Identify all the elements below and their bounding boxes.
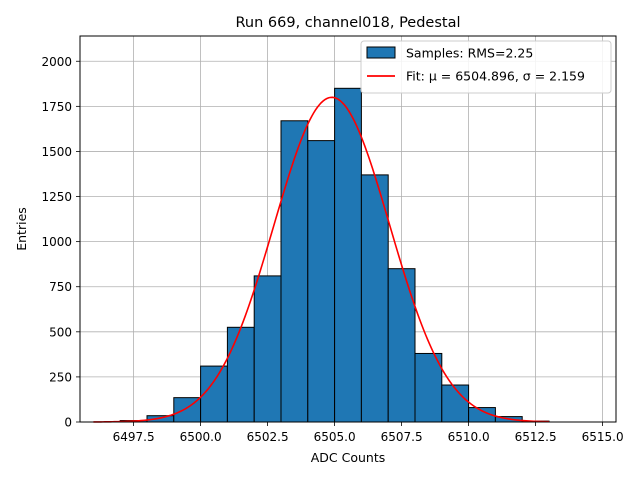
legend-histogram-label: Samples: RMS=2.25 (406, 46, 533, 61)
x-tick-label: 6512.5 (515, 430, 557, 444)
axes-frame (79, 35, 617, 423)
x-tick-label: 6515.0 (582, 430, 624, 444)
chart-title: Run 669, channel018, Pedestal (235, 15, 460, 31)
y-tick-label: 750 (49, 280, 72, 294)
legend: Samples: RMS=2.25 Fit: μ = 6504.896, σ =… (360, 40, 612, 94)
legend-histogram-swatch (366, 46, 396, 59)
x-axis-label: ADC Counts (311, 450, 386, 465)
histogram-bar (414, 352, 443, 423)
histogram-bar (200, 365, 228, 423)
histogram-bar (226, 326, 255, 423)
y-tick-label: 2000 (41, 55, 72, 69)
fit-curve (93, 96, 550, 423)
histogram-bar (441, 384, 470, 423)
histogram-bar (387, 268, 416, 423)
y-tick-label: 1000 (41, 235, 72, 249)
y-tick-label: 1750 (41, 100, 72, 114)
histogram-bar (280, 120, 309, 423)
x-tick-label: 6500.0 (180, 430, 222, 444)
x-tick-label: 6497.5 (113, 430, 155, 444)
y-tick-label: 1250 (41, 190, 72, 204)
histogram-bar (307, 140, 336, 423)
y-axis-ticks: 0 250 500 750 1000 1250 1500 1750 2000 (41, 55, 80, 430)
histogram-bar (253, 275, 282, 423)
legend-fit-label: Fit: μ = 6504.896, σ = 2.159 (406, 69, 585, 84)
x-tick-label: 6505.0 (314, 430, 356, 444)
y-tick-label: 1500 (41, 145, 72, 159)
x-axis-ticks: 6497.5 6500.0 6502.5 6505.0 6507.5 6510.0 6512… (113, 422, 624, 444)
legend-box (360, 40, 612, 94)
histogram-bar (360, 174, 389, 423)
histogram-bar (334, 87, 362, 423)
y-tick-label: 0 (64, 416, 72, 430)
x-tick-label: 6507.5 (381, 430, 423, 444)
y-tick-label: 250 (49, 370, 72, 384)
y-axis-label: Entries (14, 207, 29, 251)
x-tick-label: 6502.5 (247, 430, 289, 444)
y-tick-label: 500 (49, 325, 72, 339)
x-tick-label: 6510.0 (448, 430, 490, 444)
